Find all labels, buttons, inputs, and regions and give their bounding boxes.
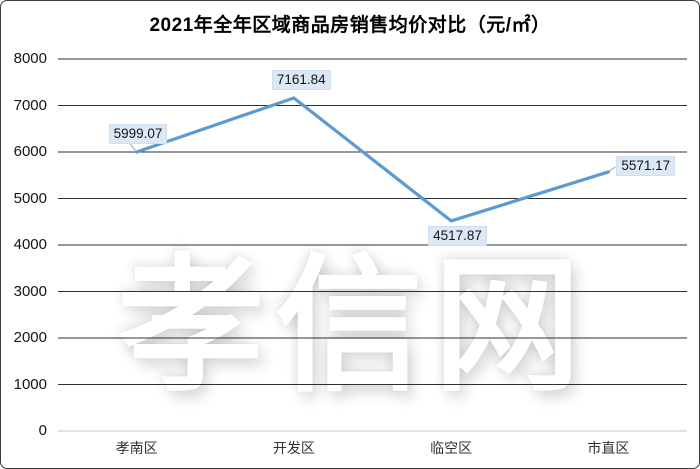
data-label: 5999.07	[108, 124, 168, 145]
watermark-text: 孝信网	[117, 244, 591, 409]
y-tick-label: 3000	[13, 282, 47, 300]
y-tick-label: 0	[38, 422, 47, 439]
y-tick-label: 7000	[13, 96, 47, 114]
chart-title: 2021年全年区域商品房销售均价对比（元/㎡）	[149, 15, 551, 36]
x-category-label: 孝南区	[115, 440, 158, 456]
x-category-label: 市直区	[587, 440, 630, 456]
label-leader-line	[129, 142, 137, 152]
x-category-label: 临空区	[430, 440, 473, 456]
y-tick-label: 8000	[13, 50, 47, 67]
data-label: 5571.17	[616, 155, 676, 176]
y-tick-label: 1000	[13, 375, 47, 393]
data-label: 4517.87	[428, 225, 487, 246]
series-line	[135, 96, 610, 223]
x-category-label: 开发区	[272, 440, 315, 456]
y-axis-tick-labels: 0 1000 2000 3000 4000 5000 6000 7000 8000	[1, 1, 47, 468]
label-leader-line	[609, 166, 616, 172]
y-tick-label: 6000	[13, 143, 47, 160]
data-label: 7161.84	[271, 69, 331, 90]
y-tick-label: 5000	[13, 189, 47, 207]
y-tick-label: 4000	[13, 236, 47, 253]
y-tick-label: 2000	[13, 329, 47, 346]
